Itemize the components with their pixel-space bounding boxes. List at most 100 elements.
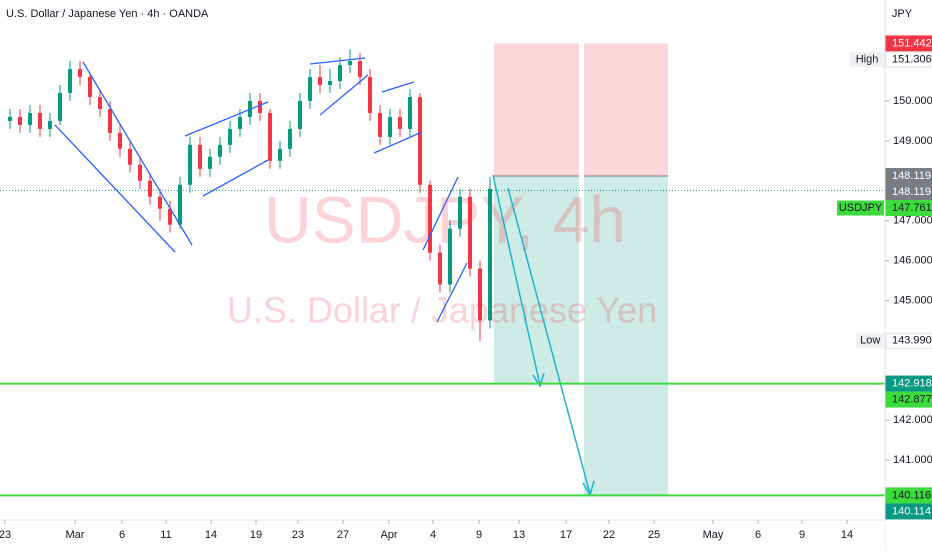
candle-body [488,188,492,321]
candle-body [308,77,312,101]
trend-line [82,61,193,246]
price-tag-label: 143.990 [892,335,932,347]
price-axis [885,0,932,550]
candle-body [48,120,52,129]
candle-body [88,77,92,97]
watermark-subtitle: U.S. Dollar / Japanese Yen [227,290,657,331]
candle-body [448,228,452,285]
price-tag [885,487,932,504]
trend-line [436,262,468,323]
target-zone [584,176,668,496]
y-tick-label: 146.000 [893,255,932,267]
x-tick-label: 23 [0,529,11,541]
candle-body [278,148,282,161]
candle-body [28,112,32,125]
candle-body [358,61,362,78]
candle-body [348,61,352,66]
price-tag [885,375,932,392]
x-tick-label: 17 [560,529,572,541]
trend-line [54,124,176,253]
candle-body [478,268,482,321]
price-tag [885,168,932,185]
candle-body [18,116,22,125]
candle-body [68,69,72,93]
x-tick-label: 14 [205,529,217,541]
candle-body [148,180,152,197]
candle-body [258,100,262,113]
candle-body [438,252,442,285]
candle-body [268,112,272,161]
price-tag [885,332,932,349]
candle-body [288,128,292,149]
candle-body [238,116,242,129]
arrow [507,187,591,495]
candle-body [128,148,132,165]
candle-body [458,196,462,229]
price-tag-name: High [856,53,879,65]
price-tag-name-box [856,333,884,349]
candle-body [468,196,472,269]
candle-body [368,77,372,113]
price-tag [885,503,932,520]
candle-body [198,144,202,169]
axis-layer: 151.000150.000149.000147.000146.000145.0… [0,35,932,541]
candle-body [298,100,302,129]
y-tick-label: 149.000 [893,135,932,147]
price-tag-label: 147.761 [892,202,932,214]
price-tag-name: Low [860,335,880,347]
x-tick-label: 13 [513,529,525,541]
candle-body [328,81,332,86]
price-tag-label: 148.119 [892,186,931,198]
candle-body [58,92,62,121]
x-tick-label: Mar [66,529,85,541]
candle-body [38,112,42,129]
trend-line [319,74,369,116]
price-tag [885,200,932,217]
price-tag-name: USDJPY [839,202,883,214]
trend-line [422,176,459,251]
stop-zone [494,43,579,177]
candle-body [188,144,192,185]
candle-body [408,96,412,129]
price-tag [885,184,932,201]
x-tick-label: 4 [430,529,436,541]
x-tick-label: 27 [337,529,349,541]
candle-body [8,116,12,121]
candle-body [228,128,232,145]
candle-body [428,184,432,253]
trend-line [373,131,423,154]
x-tick-label: 9 [799,529,805,541]
trend-line [202,159,269,197]
candle-body [208,156,212,169]
price-tag-label: 151.442 [892,37,932,49]
price-tag [885,35,932,52]
y-tick-label: 145.000 [893,294,932,306]
candle-body [418,96,422,185]
candle-body [218,144,222,157]
price-tag [885,391,932,408]
x-tick-label: 6 [755,529,761,541]
y-tick-label: 142.000 [893,414,932,426]
candle-body [98,96,102,109]
arrows [492,174,595,497]
price-tag-label: 148.119 [892,170,931,182]
front-layer [0,382,885,497]
x-tick-label: 19 [250,529,262,541]
y-tick-label: 150.000 [893,95,932,107]
arrow-head [532,372,545,388]
trend-line [184,101,269,137]
unit-box [886,0,932,26]
x-tick-label: May [703,529,724,541]
price-tag-label: 142.877 [892,394,932,406]
x-tick-label: 25 [648,529,660,541]
candle-body [388,116,392,137]
price-tag-name-box [837,200,884,216]
time-axis [0,520,885,550]
candle-body [398,116,402,129]
x-tick-label: 6 [119,529,125,541]
x-tick-label: 22 [603,529,615,541]
candle-body [118,132,122,149]
price-tag-name-box [850,51,884,67]
